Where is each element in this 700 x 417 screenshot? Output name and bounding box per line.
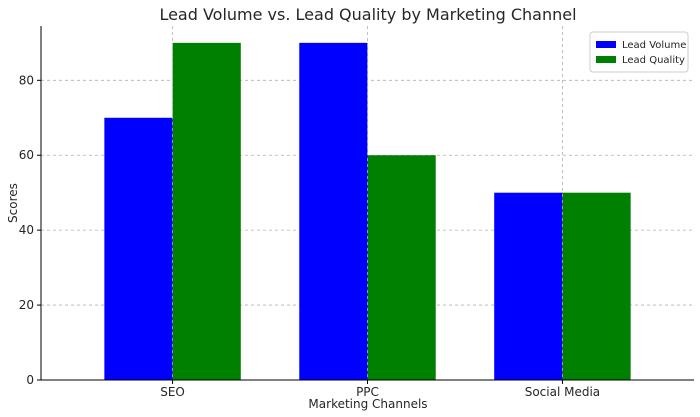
y-tick-label: 0 [26,373,34,387]
y-tick-label: 20 [19,298,34,312]
y-axis-label: Scores [6,183,20,223]
y-ticks: 0 20 40 60 80 [19,73,41,387]
bar-lead-volume-seo [104,117,173,381]
bar-lead-volume-ppc [299,42,368,380]
bar-lead-quality-ppc [367,155,436,380]
legend: Lead Volume Lead Quality [589,31,689,73]
chart-title: Lead Volume vs. Lead Quality by Marketin… [159,5,576,24]
x-ticks: SEO PPC Social Media [160,380,600,399]
y-tick-label: 40 [19,223,34,237]
legend-swatch-lead-quality [596,56,616,63]
x-tick-label: PPC [356,385,379,399]
legend-label-lead-volume: Lead Volume [622,40,686,51]
x-tick-label: Social Media [525,385,600,399]
x-axis-label: Marketing Channels [308,397,427,411]
bar-lead-quality-seo [172,42,241,380]
y-tick-label: 60 [19,148,34,162]
bars-group [104,26,631,381]
bar-lead-volume-social-media [494,192,563,380]
legend-box [589,31,689,73]
legend-label-lead-quality: Lead Quality [622,55,685,66]
legend-swatch-lead-volume [596,41,616,48]
y-tick-label: 80 [19,73,34,87]
bar-lead-quality-social-media [562,192,631,380]
x-tick-label: SEO [160,385,185,399]
